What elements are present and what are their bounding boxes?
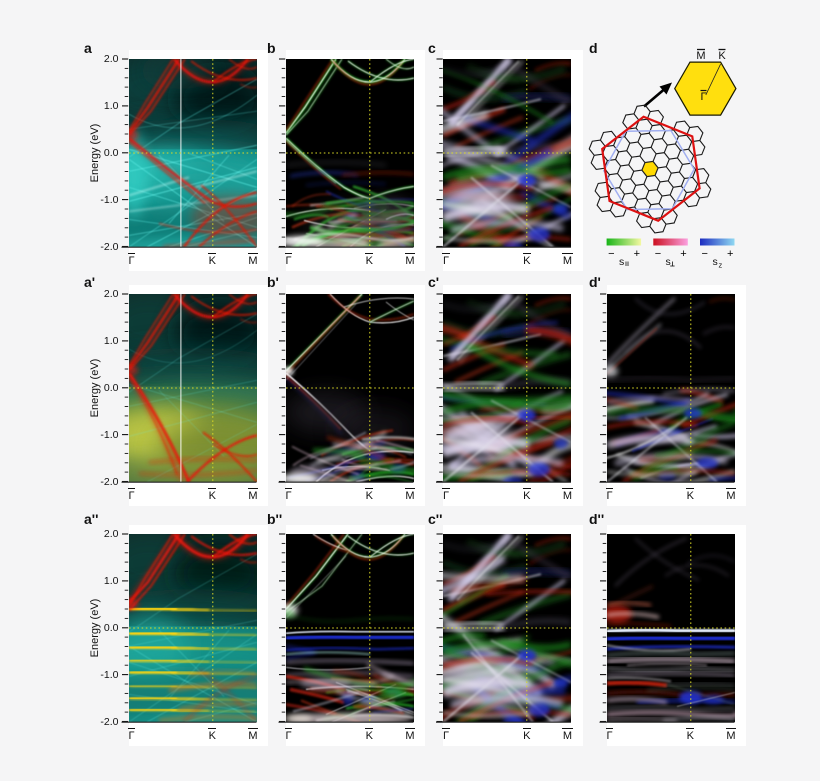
- svg-text:−: −: [608, 248, 614, 260]
- svg-text:+: +: [634, 248, 640, 260]
- svg-text:s: s: [713, 256, 718, 268]
- svg-text:Γ: Γ: [700, 91, 706, 103]
- svg-text:K: K: [718, 50, 726, 62]
- svg-text:−: −: [655, 248, 661, 260]
- svg-text:s: s: [666, 256, 671, 268]
- svg-text:+: +: [680, 248, 686, 260]
- svg-text:s: s: [619, 256, 624, 268]
- svg-text:−: −: [702, 248, 708, 260]
- svg-text:M: M: [696, 50, 705, 62]
- svg-text:+: +: [727, 248, 733, 260]
- svg-text:z: z: [719, 261, 723, 270]
